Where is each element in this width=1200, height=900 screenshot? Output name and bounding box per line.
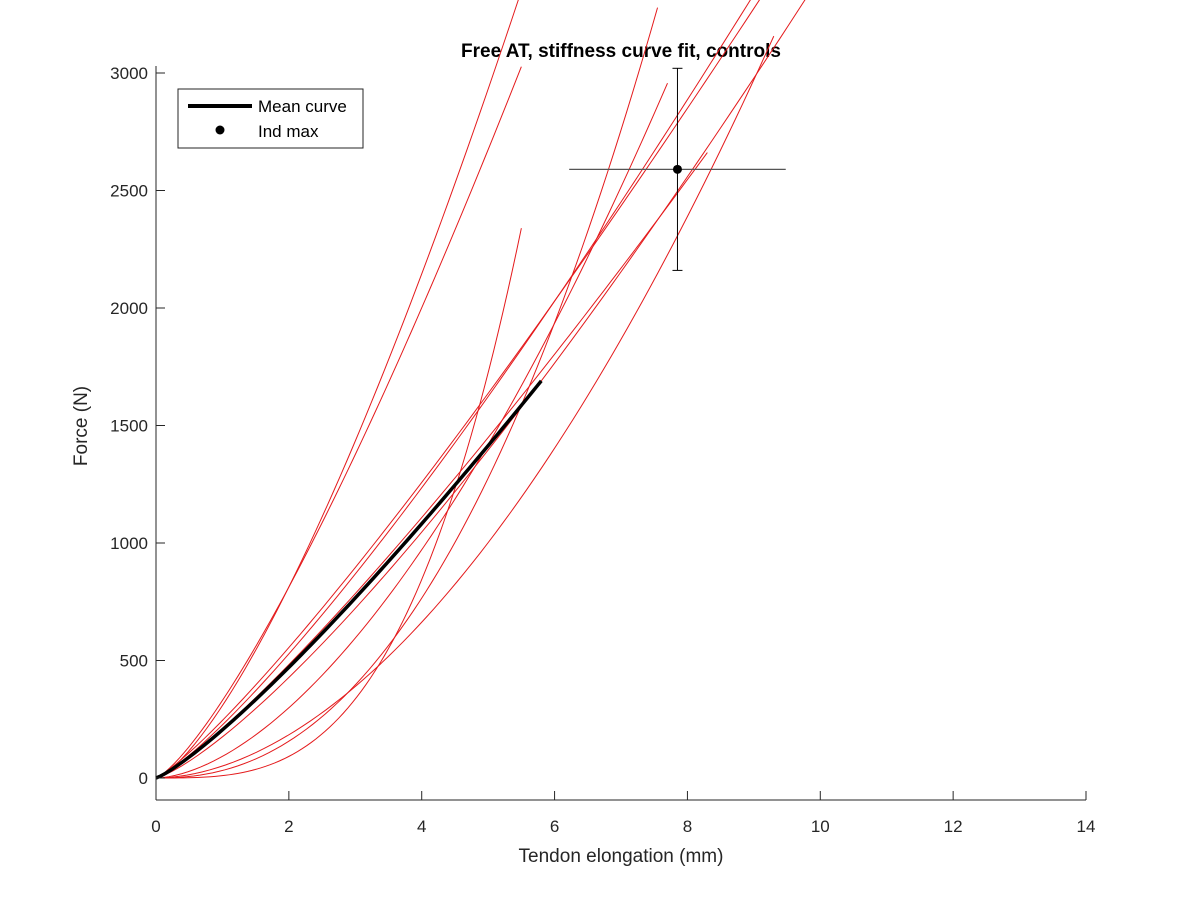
individual-curve-6: [155, 0, 751, 779]
ind-max-point: [672, 164, 682, 174]
y-tick-label: 2000: [110, 299, 148, 318]
legend-max-swatch: [215, 125, 225, 135]
x-tick-label: 14: [1077, 817, 1096, 836]
chart-title: Free AT, stiffness curve fit, controls: [461, 41, 781, 62]
individual-curve-8: [155, 35, 775, 779]
y-tick-label: 0: [139, 769, 148, 788]
legend: Mean curve Ind max: [177, 88, 364, 149]
individual-curve-5: [155, 0, 761, 779]
x-axis-ticks: 0 2 4 6 8 10 12 14: [151, 791, 1095, 836]
y-axis-ticks: 0 500 1000 1500 2000 2500 3000: [110, 64, 165, 788]
y-tick-label: 3000: [110, 64, 148, 83]
plot-area: [155, 0, 806, 780]
individual-curve-1: [155, 7, 659, 779]
x-tick-label: 10: [811, 817, 830, 836]
individual-curve-3: [155, 66, 522, 779]
individual-curve-7: [155, 0, 806, 779]
individual-curve-9: [155, 0, 519, 779]
individual-curve-2: [156, 228, 522, 779]
y-axis-label: Force (N): [71, 386, 92, 466]
legend-max-label: Ind max: [258, 122, 319, 141]
x-tick-label: 0: [151, 817, 160, 836]
legend-box: [177, 88, 364, 149]
mean-curve: [155, 379, 543, 780]
legend-mean-label: Mean curve: [258, 97, 347, 116]
y-tick-label: 1000: [110, 534, 148, 553]
x-tick-label: 6: [550, 817, 559, 836]
x-tick-label: 2: [284, 817, 293, 836]
y-tick-label: 2500: [110, 182, 148, 201]
individual-curve-4: [155, 82, 668, 779]
x-axis-label: Tendon elongation (mm): [519, 846, 724, 867]
y-tick-label: 500: [120, 652, 148, 671]
y-tick-label: 1500: [110, 417, 148, 436]
x-tick-label: 12: [944, 817, 963, 836]
x-tick-label: 8: [683, 817, 692, 836]
x-tick-label: 4: [417, 817, 426, 836]
